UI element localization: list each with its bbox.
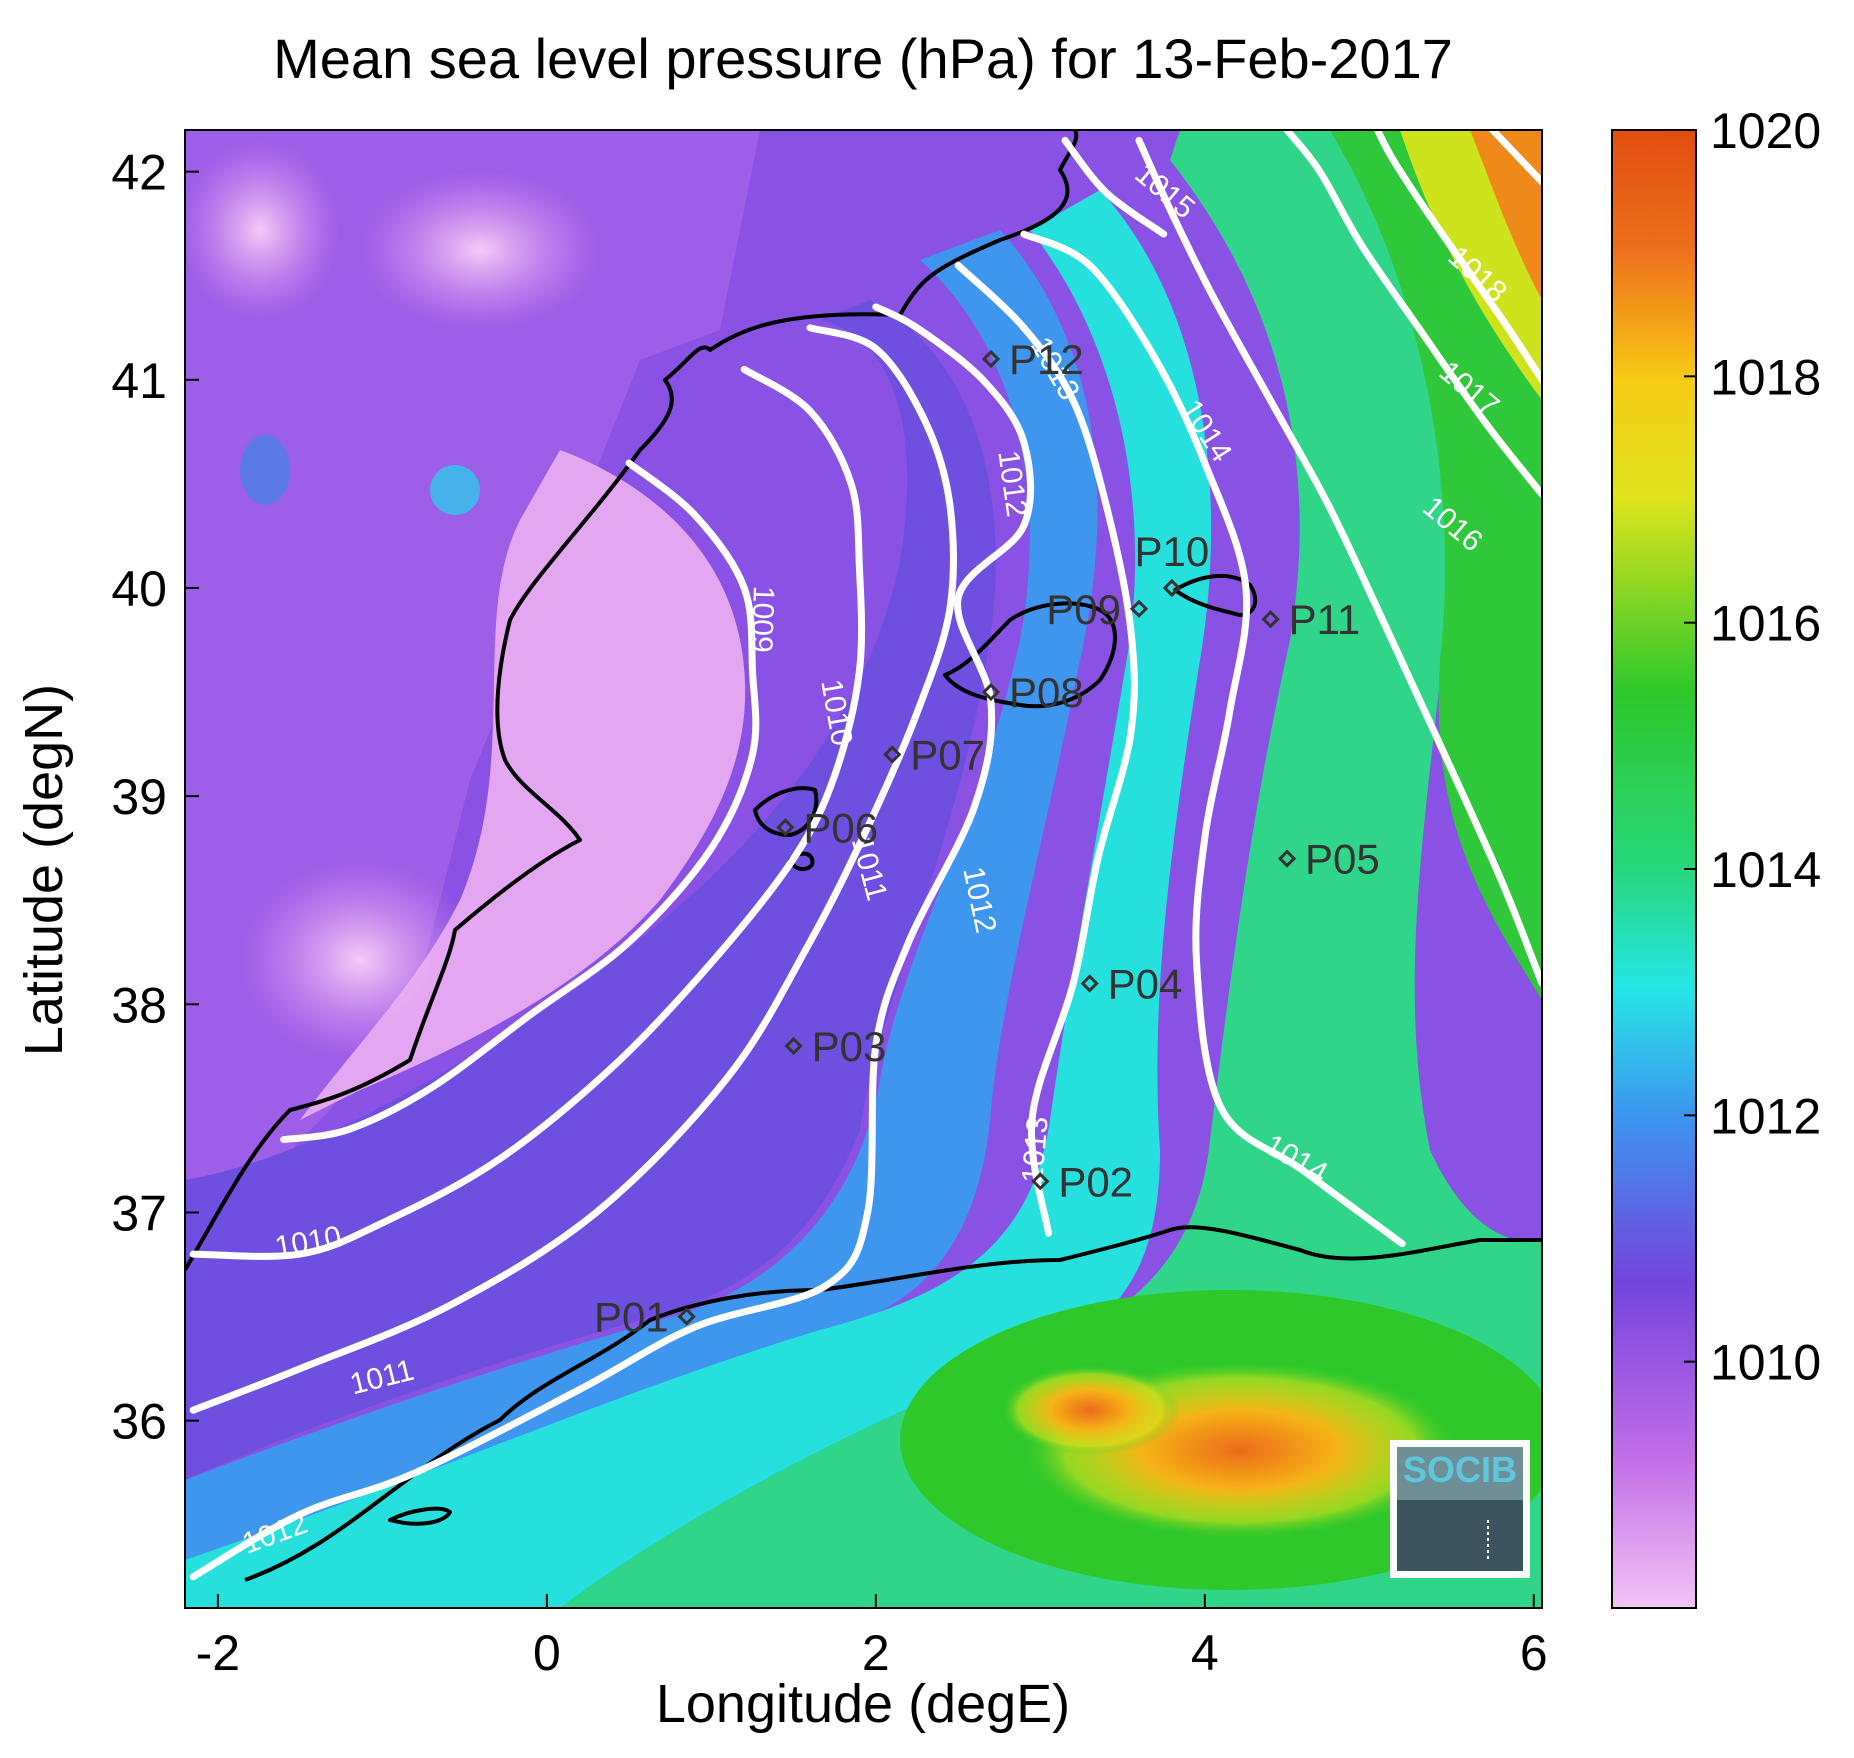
band-cyan [185,190,1212,1608]
station-label-p06: P06 [803,804,878,851]
isobar-1017 [1283,130,1542,498]
blue-spot-2 [240,435,290,505]
x-tick-label: -2 [196,1625,240,1681]
colorbar-tick-label: 1020 [1710,103,1821,159]
coastline-menorca [1173,573,1258,617]
colorbar-tick-label: 1018 [1710,349,1821,405]
socib-logo-text: SOCIB [1403,1449,1517,1490]
y-tick-label: 42 [111,145,167,201]
coastline-alboran [388,1506,452,1526]
y-axis-label: Latitude (degN) [14,684,74,1056]
coastline-mallorca [943,601,1117,709]
station-marker-p12 [981,349,1001,369]
station-label-p07: P07 [910,732,985,779]
y-tick-label: 36 [111,1394,167,1450]
colorbar-tick-label: 1012 [1710,1088,1821,1144]
socib-logo: SOCIB [1390,1440,1530,1578]
y-axis: 36 37 38 39 40 41 42 [111,145,199,1450]
y-tick-label: 38 [111,977,167,1033]
colorbar-tick-label: 1016 [1710,596,1821,652]
station-label-p03: P03 [812,1023,887,1070]
coastline-ibiza [753,786,819,837]
y-tick-label: 37 [111,1185,167,1241]
station-label-p12: P12 [1009,336,1084,383]
band-orange [1470,130,1542,300]
coastlines [185,130,1542,1582]
coastline-north-africa [244,1225,1542,1582]
coastline-iberia [185,130,1079,1272]
colorbar-tick-label: 1014 [1710,842,1821,898]
station-label-p01: P01 [594,1294,669,1341]
blue-spot [430,465,480,515]
band-green [1330,130,1542,1000]
low-patch-2 [360,170,600,330]
x-tick-label: 4 [1191,1625,1219,1681]
observation-stations: P01 P02 P03 P04 P05 P06 P07 P08 P09 P10 P11 P12 [594,336,1380,1341]
isobar-1018 [1374,130,1542,384]
band-blue [185,230,1098,1608]
station-marker-p05 [1277,849,1297,868]
y-tick-label: 41 [111,353,167,409]
station-marker-p01 [677,1307,696,1326]
x-tick-label: 6 [1520,1625,1548,1681]
isobar-1016 [1135,136,1542,987]
station-marker-p11 [1261,610,1280,629]
colorbar-tick-label: 1010 [1710,1335,1821,1391]
isobar-1011 [189,324,957,1414]
station-label-p09: P09 [1046,586,1121,633]
station-marker-p09 [1129,599,1149,618]
station-label-p05: P05 [1305,836,1380,883]
station-label-p11: P11 [1289,596,1361,643]
plot-frame [184,129,1543,1609]
colorbar-gradient [1611,129,1697,1609]
isobar-1010 [189,365,866,1260]
y-tick-label: 40 [111,561,167,617]
station-marker-p04 [1080,974,1099,993]
band-violet [185,300,996,1480]
isobar-label-1009: 1009 [745,585,780,653]
isobar-1019 [1489,130,1542,186]
x-axis: -2 0 2 4 6 [196,1594,1548,1681]
x-axis-label: Longitude (degE) [656,1674,1070,1734]
station-marker-p10 [1162,578,1182,598]
x-tick-label: 0 [533,1625,561,1681]
band-green-light [560,130,1542,1608]
station-marker-p08 [981,682,1001,702]
isobar-1012 [189,303,1035,1581]
isobar-label-1013: 1013 [1016,1115,1055,1184]
station-label-p02: P02 [1058,1158,1133,1205]
pressure-field: 1009101010101011101110121012101210131013… [185,130,1542,1608]
colorbar-ticks: 1010 1012 1014 1016 1018 1020 [1684,103,1821,1391]
x-tick-label: 2 [862,1625,890,1681]
colorbar: 1010 1012 1014 1016 1018 1020 [1611,103,1821,1609]
station-marker-p07 [883,745,902,764]
isobar-1015 [1061,136,1168,238]
station-label-p04: P04 [1108,960,1183,1007]
station-label-p10: P10 [1135,528,1210,575]
isobar-1009 [280,459,760,1144]
isobar-1014 [1020,230,1406,1248]
y-tick-label: 39 [111,769,167,825]
chart-title: Mean sea level pressure (hPa) for 13-Feb… [273,27,1453,90]
low-patch-3 [240,860,480,1060]
hot-patch-2 [1000,1365,1180,1455]
station-label-p08: P08 [1009,669,1084,716]
station-marker-p02 [1031,1172,1050,1191]
isobar-1013 [954,261,1138,1237]
station-marker-p06 [776,818,795,837]
low-patch-1 [185,140,340,320]
station-marker-p03 [784,1036,803,1056]
